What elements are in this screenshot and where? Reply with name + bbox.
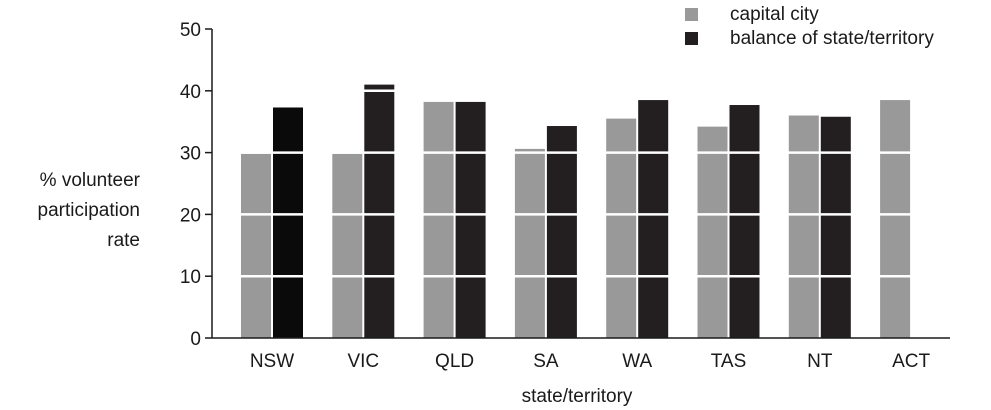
bar-nsw-capital-city xyxy=(241,153,271,338)
x-tick-label-act: ACT xyxy=(892,351,930,372)
bar-nsw-balance xyxy=(273,107,303,339)
gridlines-group xyxy=(214,89,950,278)
y-axis-label: % volunteer participation rate xyxy=(0,166,140,256)
bar-wa-capital-city xyxy=(606,118,637,338)
y-tick-label-10: 10 xyxy=(180,267,201,288)
bar-nt-capital-city xyxy=(788,115,819,339)
x-tick-label-tas: TAS xyxy=(711,351,747,372)
legend-label-balance: balance of state/territory xyxy=(730,28,934,49)
x-tick-label-vic: VIC xyxy=(347,351,379,372)
x-axis-label: state/territory xyxy=(522,386,633,407)
y-ticks-group: 0 10 20 30 40 50 xyxy=(180,20,212,350)
bar-vic-capital-city xyxy=(332,153,363,338)
bar-tas-capital-city xyxy=(697,126,728,338)
bar-sa-balance xyxy=(546,126,577,338)
y-tick-label-30: 30 xyxy=(180,144,201,165)
y-axis-label-line-3: rate xyxy=(107,230,140,251)
legend-swatch-capital-city xyxy=(685,8,698,21)
bar-act-capital-city xyxy=(880,100,911,338)
y-axis-label-line-1: % volunteer xyxy=(39,170,140,191)
bar-qld-balance xyxy=(455,101,486,338)
legend-swatch-balance xyxy=(685,32,698,45)
y-tick-label-20: 20 xyxy=(180,205,201,226)
y-axis-label-line-2: participation xyxy=(37,200,140,221)
bars-group xyxy=(241,84,911,339)
legend-label-capital-city: capital city xyxy=(730,4,819,25)
x-tick-label-sa: SA xyxy=(533,351,559,372)
x-ticks-group: NSW VIC QLD SA WA TAS NT ACT xyxy=(250,351,931,372)
x-tick-label-qld: QLD xyxy=(435,351,474,372)
y-tick-label-0: 0 xyxy=(190,329,201,350)
bar-wa-balance xyxy=(638,100,669,338)
y-tick-label-50: 50 xyxy=(180,20,201,41)
bar-sa-capital-city xyxy=(514,148,545,338)
bar-vic-balance xyxy=(364,84,395,339)
x-tick-label-wa: WA xyxy=(622,351,652,372)
x-tick-label-nsw: NSW xyxy=(250,351,294,372)
axes-group xyxy=(211,29,950,339)
bar-tas-balance xyxy=(729,105,760,338)
x-tick-label-nt: NT xyxy=(807,351,833,372)
legend: capital city balance of state/territory xyxy=(685,4,934,49)
bar-nt-balance xyxy=(820,116,851,338)
y-tick-label-40: 40 xyxy=(180,82,201,103)
bar-qld-capital-city xyxy=(423,101,454,338)
